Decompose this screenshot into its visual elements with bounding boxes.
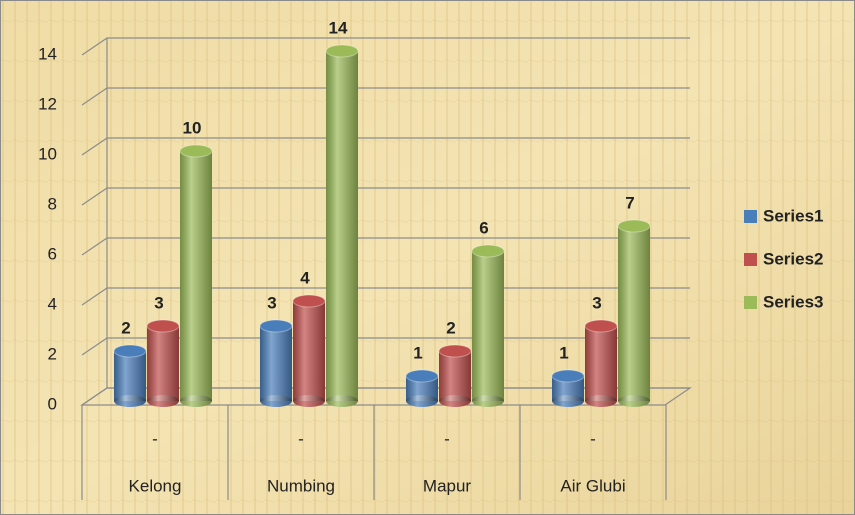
bar-shade (326, 51, 358, 401)
data-label: 2 (446, 318, 455, 337)
bar-shade (180, 151, 212, 401)
y-tick-label: 6 (48, 244, 57, 263)
data-label: 2 (121, 318, 130, 337)
bar-top (179, 144, 213, 158)
y-tick-label: 0 (48, 394, 57, 413)
bar (113, 344, 147, 407)
legend-swatch (744, 296, 757, 309)
bar (438, 344, 472, 407)
bar-shade (439, 351, 471, 401)
data-label: 14 (329, 18, 348, 37)
y-tick-label: 12 (38, 94, 57, 113)
bar-base-shade (585, 395, 617, 407)
floor (80, 387, 692, 406)
legend-label: Series3 (763, 292, 824, 311)
bar (617, 219, 651, 407)
legend-swatch (744, 210, 757, 223)
data-label: 7 (625, 193, 634, 212)
bar-base-shade (260, 395, 292, 407)
bar (551, 369, 585, 407)
bar (584, 319, 618, 407)
x-subcategory-label: - (590, 429, 596, 448)
bar-shade (472, 251, 504, 401)
bar (146, 319, 180, 407)
bar-base-shade (293, 395, 325, 407)
bar (325, 44, 359, 407)
bar-base-shade (114, 395, 146, 407)
data-label: 3 (154, 293, 163, 312)
x-subcategory-label: - (152, 429, 158, 448)
bar (405, 369, 439, 407)
bar-base-shade (439, 395, 471, 407)
bar-shade (585, 326, 617, 401)
bar-shade (114, 351, 146, 401)
bar (292, 294, 326, 407)
data-label: 10 (183, 118, 202, 137)
data-label: 4 (300, 268, 310, 287)
bar (259, 319, 293, 407)
bar-top (292, 294, 326, 308)
bar-base-shade (406, 395, 438, 407)
y-tick-label: 14 (38, 44, 57, 63)
data-label: 3 (267, 293, 276, 312)
bar-base-shade (472, 395, 504, 407)
bar-shade (147, 326, 179, 401)
y-tick-label: 10 (38, 144, 57, 163)
y-tick-label: 2 (48, 344, 57, 363)
bar-top (617, 219, 651, 233)
bar-top (551, 369, 585, 383)
legend-label: Series1 (763, 206, 824, 225)
bar-top (259, 319, 293, 333)
data-label: 6 (479, 218, 488, 237)
x-tick-label: Kelong (129, 476, 182, 495)
bar-top (325, 44, 359, 58)
y-tick-label: 8 (48, 194, 57, 213)
bar (471, 244, 505, 407)
bar-top (584, 319, 618, 333)
legend-swatch (744, 253, 757, 266)
bar-base-shade (552, 395, 584, 407)
data-label: 3 (592, 293, 601, 312)
x-tick-label: Mapur (423, 476, 472, 495)
bar-base-shade (326, 395, 358, 407)
bar (179, 144, 213, 407)
bar-top (438, 344, 472, 358)
bar-shade (293, 301, 325, 401)
x-subcategory-label: - (298, 429, 304, 448)
bar-top (113, 344, 147, 358)
bar-top (405, 369, 439, 383)
data-label: 1 (559, 343, 568, 362)
bar-base-shade (618, 395, 650, 407)
bar-base-shade (147, 395, 179, 407)
bar-top (146, 319, 180, 333)
data-label: 1 (413, 343, 422, 362)
x-tick-label: Numbing (267, 476, 335, 495)
legend-label: Series2 (763, 249, 824, 268)
x-subcategory-label: - (444, 429, 450, 448)
bar-top (471, 244, 505, 258)
bar-base-shade (180, 395, 212, 407)
bar-shade (260, 326, 292, 401)
bar-shade (618, 226, 650, 401)
x-tick-label: Air Glubi (560, 476, 625, 495)
y-tick-label: 4 (48, 294, 57, 313)
